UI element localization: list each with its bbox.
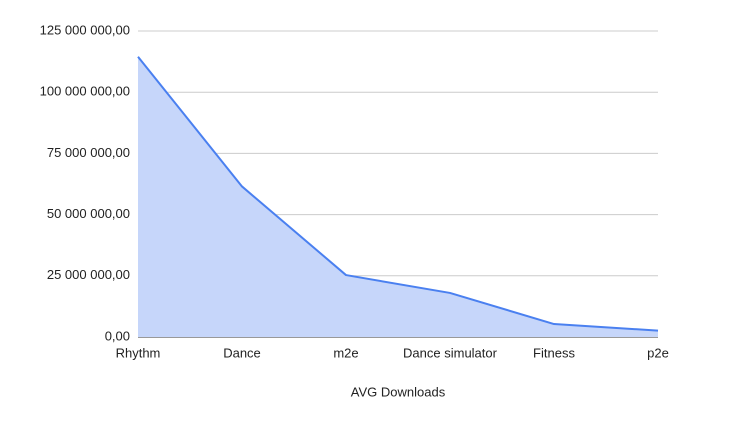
line — [137, 56, 659, 332]
y-tick-label: 75 000 000,00 — [47, 145, 130, 160]
x-tick-label: m2e — [333, 345, 358, 360]
x-tick-label: Fitness — [533, 345, 575, 360]
x-axis-title: AVG Downloads — [351, 384, 446, 399]
y-tick-label: 100 000 000,00 — [40, 84, 130, 99]
x-tick-label: p2e — [647, 345, 669, 360]
y-tick-label: 0,00 — [105, 328, 130, 343]
y-tick-label: 25 000 000,00 — [47, 267, 130, 282]
y-tick-label: 125 000 000,00 — [40, 22, 130, 37]
x-tick-label: Dance simulator — [403, 345, 498, 360]
y-tick-label: 50 000 000,00 — [47, 206, 130, 221]
x-tick-label: Rhythm — [116, 345, 161, 360]
area — [138, 56, 658, 337]
x-tick-label: Dance — [223, 345, 261, 360]
